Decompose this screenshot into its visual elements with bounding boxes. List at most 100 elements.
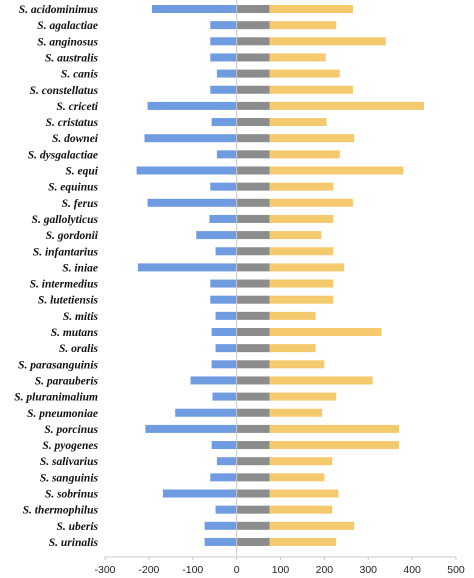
category-label: S. mutans (51, 327, 99, 339)
positive-bar (269, 214, 334, 223)
middle-bar (236, 328, 270, 336)
x-tick-label: 500 (447, 564, 465, 576)
negative-bar (211, 360, 237, 369)
positive-bar (269, 21, 337, 30)
positive-bar (269, 5, 353, 13)
middle-bar (236, 376, 270, 385)
middle-bar (236, 101, 270, 110)
positive-bar (269, 424, 399, 433)
negative-bar (210, 295, 237, 304)
positive-bar (269, 344, 316, 353)
category-label: S. uberis (56, 521, 98, 533)
category-label: S. iniae (62, 262, 98, 274)
category-label: S. intermedius (30, 279, 99, 291)
middle-bar (236, 5, 270, 13)
negative-bar (215, 505, 237, 514)
positive-bar (269, 279, 334, 288)
category-label: S. canis (61, 69, 99, 81)
negative-bar (190, 376, 237, 385)
negative-bar (210, 279, 237, 288)
category-label: S. cristatus (46, 117, 99, 129)
category-label: S. parauberis (35, 375, 99, 387)
positive-bar (269, 198, 353, 207)
positive-bar (269, 521, 355, 530)
middle-bar (236, 150, 270, 159)
x-tick-label: 400 (403, 564, 421, 576)
category-label: S. criceti (56, 101, 98, 113)
positive-bar (269, 537, 337, 546)
category-label: S. lutetiensis (38, 295, 99, 307)
category-label: S. sanguinis (40, 472, 99, 484)
negative-bar (136, 166, 237, 175)
middle-bar (236, 537, 270, 546)
middle-bar (236, 85, 270, 94)
category-label: S. acidominimus (19, 4, 99, 16)
middle-bar (236, 134, 270, 143)
negative-bar (151, 5, 237, 13)
positive-bar (269, 473, 325, 482)
category-label: S. gallolyticus (32, 214, 99, 226)
negative-bar (215, 344, 237, 353)
middle-bar (236, 311, 270, 320)
negative-bar (210, 21, 237, 30)
category-label: S. australis (45, 52, 99, 64)
middle-bar (236, 21, 270, 30)
x-tick-label: -300 (94, 564, 115, 576)
negative-bar (211, 118, 237, 127)
negative-bar (215, 311, 237, 320)
positive-bar (269, 489, 339, 498)
category-label: S. pluranimalium (14, 392, 98, 404)
positive-bar (269, 166, 404, 175)
middle-bar (236, 505, 270, 514)
negative-bar (210, 37, 237, 46)
negative-bar (215, 247, 237, 256)
category-label: S. mitis (63, 311, 99, 323)
positive-bar (269, 505, 333, 514)
category-label: S. downei (52, 133, 99, 145)
negative-bar (147, 101, 237, 110)
category-label: S. urinalis (49, 537, 99, 549)
middle-bar (236, 69, 270, 78)
positive-bar (269, 69, 340, 78)
category-label: S. pyogenes (42, 440, 98, 452)
positive-bar (269, 328, 382, 336)
middle-bar (236, 489, 270, 498)
middle-bar (236, 344, 270, 353)
positive-bar (269, 101, 424, 110)
x-tick-label: -100 (182, 564, 203, 576)
positive-bar (269, 376, 373, 385)
positive-bar (269, 53, 326, 62)
negative-bar (210, 53, 237, 62)
positive-bar (269, 85, 353, 94)
positive-bar (269, 134, 355, 143)
positive-bar (269, 408, 323, 417)
category-label: S. anginosus (37, 36, 98, 48)
negative-bar (175, 408, 237, 417)
negative-bar (210, 85, 237, 94)
positive-bar (269, 392, 337, 401)
middle-bar (236, 231, 270, 240)
category-label: S. oralis (59, 343, 99, 355)
positive-bar (269, 295, 334, 304)
middle-bar (236, 53, 270, 62)
middle-bar (236, 360, 270, 369)
positive-bar (269, 231, 322, 240)
negative-bar (212, 392, 237, 401)
middle-bar (236, 473, 270, 482)
category-label: S. sobrinus (45, 489, 99, 501)
category-label: S. dysgalactiae (28, 149, 98, 161)
middle-bar (236, 198, 270, 207)
middle-bar (236, 392, 270, 401)
x-tick-label: 100 (272, 564, 290, 576)
middle-bar (236, 166, 270, 175)
x-tick-label: 0 (234, 564, 240, 576)
negative-bar (210, 182, 237, 191)
category-label: S. infantarius (33, 246, 99, 258)
middle-bar (236, 263, 270, 272)
positive-bar (269, 457, 333, 466)
middle-bar (236, 424, 270, 433)
positive-bar (269, 441, 399, 450)
category-label: S. ferus (62, 198, 99, 210)
negative-bar (216, 457, 237, 466)
